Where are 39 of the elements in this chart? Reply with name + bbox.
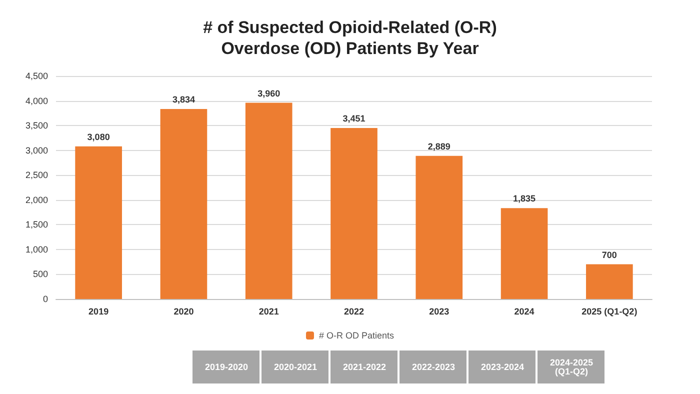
y-tick-label: 0: [42, 294, 48, 304]
y-tick-label: 2,000: [25, 194, 48, 205]
text: 2022-2023: [412, 362, 456, 372]
data-label: 3,960: [258, 88, 280, 98]
y-tick-label: 4,000: [25, 96, 48, 106]
x-tick-label: 2025 (Q1-Q2): [582, 306, 638, 316]
x-tick-label: 2019: [88, 306, 109, 316]
data-label: 3,834: [172, 94, 195, 105]
y-tick-label: 2,500: [25, 170, 48, 180]
y-tick-label: 4,500: [25, 71, 48, 81]
data-label: 700: [602, 250, 617, 260]
y-tick-label: 3,500: [25, 120, 48, 131]
text: 2019-2020: [204, 362, 248, 372]
data-label: 3,451: [342, 113, 366, 124]
bar: [245, 102, 292, 299]
y-tick-label: 500: [32, 269, 48, 280]
text: 2024-2025 (Q1-Q2): [550, 358, 594, 376]
data-label: 1,835: [513, 194, 536, 204]
x-tick-label: 2020: [174, 306, 194, 316]
x-tick-label: 2022: [344, 306, 364, 316]
text: 2021-2022: [342, 362, 386, 372]
chart-title: # of Suspected Opioid-Related (O-R) Overdose (OD) Patients By Year: [203, 18, 497, 58]
text: 2020-2021: [274, 362, 318, 372]
legend-label: # O-R OD Patients: [318, 330, 395, 340]
text: 2023-2024: [480, 362, 524, 372]
bar: [330, 128, 378, 299]
bar: [586, 264, 633, 299]
data-label: 2,889: [428, 141, 450, 152]
y-tick-label: 3,000: [25, 145, 48, 156]
bar: [500, 208, 548, 299]
data-label: 3,080: [87, 132, 110, 142]
y-tick-label: 1,000: [25, 244, 48, 254]
bar: [75, 146, 122, 299]
x-tick-label: 2024: [514, 306, 534, 316]
x-tick-label: 2023: [429, 306, 450, 316]
bar: [416, 156, 463, 299]
x-tick-label: 2021: [258, 306, 279, 316]
bar: [160, 109, 208, 299]
y-tick-label: 1,500: [25, 220, 48, 230]
